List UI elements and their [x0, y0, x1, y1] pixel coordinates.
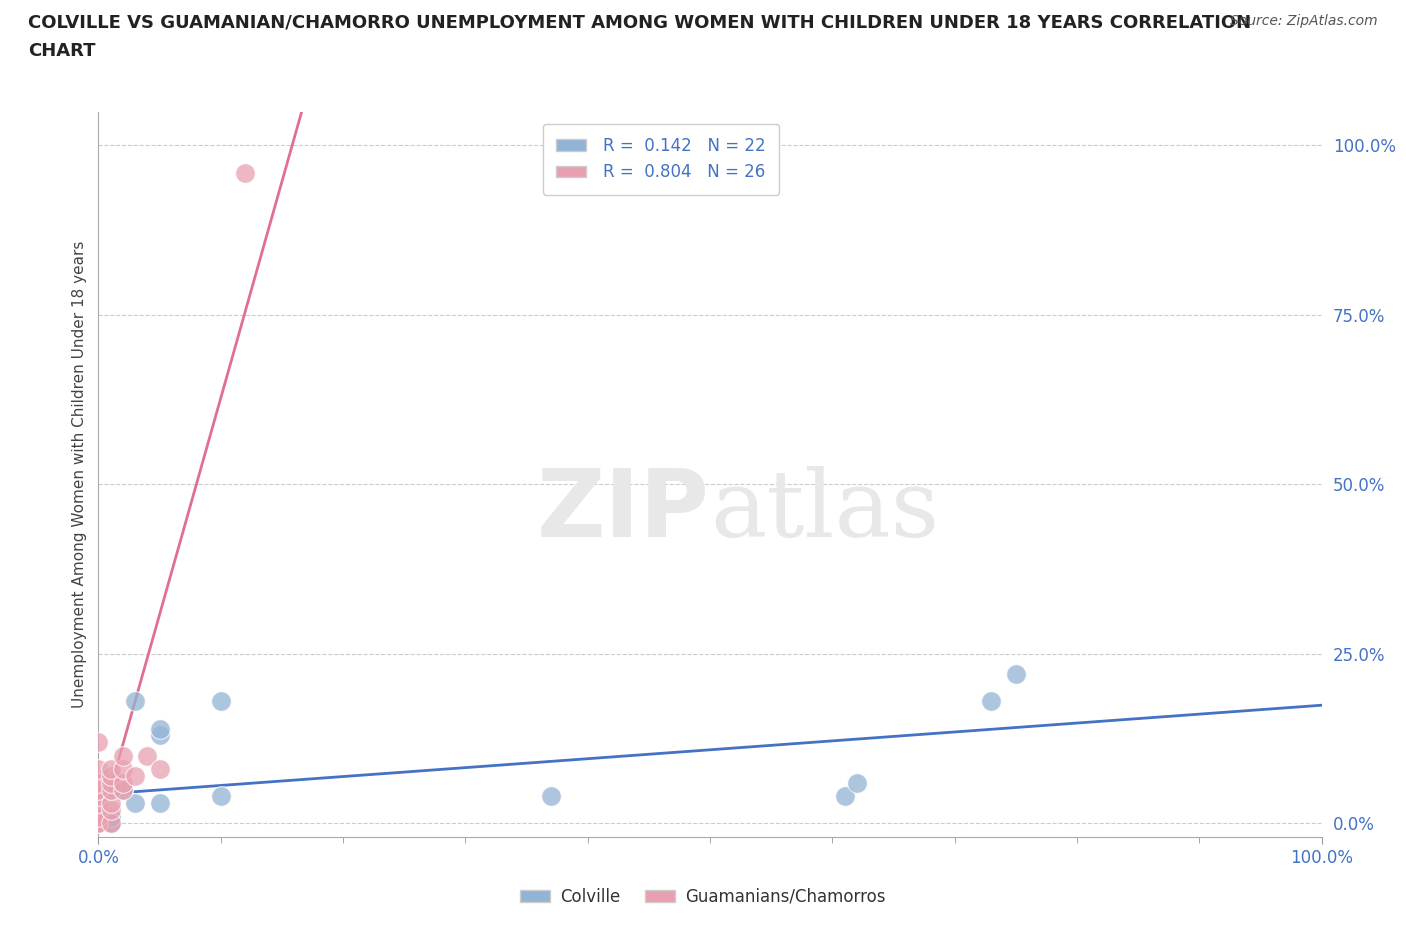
Point	[149, 762, 172, 777]
Point	[87, 816, 110, 830]
Point	[87, 816, 110, 830]
Point	[100, 816, 122, 830]
Point	[87, 816, 110, 830]
Point	[100, 782, 122, 797]
Point	[100, 816, 122, 830]
Point	[100, 809, 122, 824]
Point	[111, 782, 134, 797]
Point	[845, 776, 868, 790]
Point	[834, 789, 856, 804]
Text: ZIP: ZIP	[537, 465, 710, 556]
Point	[111, 762, 134, 777]
Point	[87, 776, 110, 790]
Point	[100, 796, 122, 811]
Legend: R =  0.142   N = 22, R =  0.804   N = 26: R = 0.142 N = 22, R = 0.804 N = 26	[543, 124, 779, 194]
Point	[136, 749, 159, 764]
Point	[100, 768, 122, 783]
Point	[100, 803, 122, 817]
Text: COLVILLE VS GUAMANIAN/CHAMORRO UNEMPLOYMENT AMONG WOMEN WITH CHILDREN UNDER 18 Y: COLVILLE VS GUAMANIAN/CHAMORRO UNEMPLOYM…	[28, 14, 1251, 32]
Point	[87, 796, 110, 811]
Point	[209, 789, 232, 804]
Point	[980, 694, 1002, 709]
Point	[233, 166, 256, 180]
Point	[1004, 667, 1026, 682]
Point	[540, 789, 562, 804]
Point	[87, 816, 110, 830]
Text: atlas: atlas	[710, 466, 939, 555]
Point	[87, 735, 110, 750]
Point	[100, 816, 122, 830]
Point	[87, 809, 110, 824]
Point	[209, 694, 232, 709]
Point	[111, 776, 134, 790]
Legend: Colville, Guamanians/Chamorros: Colville, Guamanians/Chamorros	[513, 881, 893, 912]
Point	[87, 803, 110, 817]
Point	[124, 796, 146, 811]
Point	[87, 816, 110, 830]
Point	[87, 782, 110, 797]
Text: Source: ZipAtlas.com: Source: ZipAtlas.com	[1230, 14, 1378, 28]
Point	[149, 721, 172, 736]
Text: CHART: CHART	[28, 42, 96, 60]
Point	[87, 789, 110, 804]
Point	[87, 816, 110, 830]
Point	[100, 776, 122, 790]
Point	[100, 782, 122, 797]
Point	[124, 694, 146, 709]
Point	[111, 782, 134, 797]
Point	[111, 749, 134, 764]
Point	[87, 816, 110, 830]
Point	[149, 728, 172, 743]
Point	[124, 768, 146, 783]
Point	[87, 809, 110, 824]
Y-axis label: Unemployment Among Women with Children Under 18 years: Unemployment Among Women with Children U…	[72, 241, 87, 708]
Point	[100, 762, 122, 777]
Point	[87, 762, 110, 777]
Point	[149, 796, 172, 811]
